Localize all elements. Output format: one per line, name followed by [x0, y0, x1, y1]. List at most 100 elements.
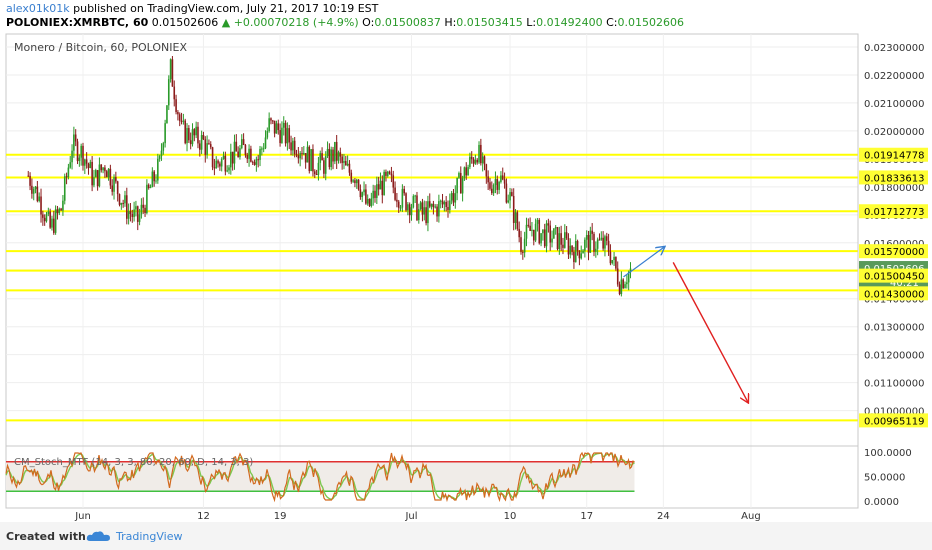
price-candle-body — [164, 123, 166, 144]
price-candle-body — [89, 161, 92, 169]
low-value: 0.01492400 — [536, 16, 603, 29]
price-candle-body — [505, 183, 508, 203]
price-candle-body — [582, 250, 584, 254]
price-candle-body — [228, 167, 230, 171]
price-candle-body — [169, 59, 172, 80]
price-candle-body — [454, 193, 457, 203]
price-candle-body — [213, 167, 216, 169]
price-candle-body — [596, 239, 599, 249]
close-value: 0.01502606 — [617, 16, 684, 29]
price-candle-body — [292, 140, 294, 151]
price-candle-body — [120, 202, 123, 205]
x-tick-label: Jul — [404, 511, 417, 522]
stoch-k-line — [5, 451, 635, 503]
price-candle-body — [458, 173, 460, 178]
price-candle-body — [180, 120, 183, 122]
projection-up-arrow — [623, 247, 665, 278]
price-candle-body — [494, 179, 497, 186]
price-candle-body — [525, 224, 528, 239]
symbol-label: POLONIEX:XMRBTC, 60 — [6, 16, 149, 29]
price-candle-body — [379, 180, 382, 190]
price-candle-body — [85, 159, 88, 164]
price-candle-body — [390, 173, 393, 176]
price-candle-body — [503, 179, 506, 184]
footer: Created with TradingView — [0, 522, 932, 550]
price-candle-body — [616, 268, 619, 285]
stoch-tick-label: 100.0000 — [864, 448, 912, 459]
price-candle-body — [284, 122, 287, 144]
price-candle-body — [104, 167, 106, 172]
price-candle-body — [268, 118, 270, 131]
price-axis[interactable]: 0.02300000 0.02200000 0.02100000 0.02000000… — [859, 43, 928, 428]
up-arrow-icon: ▲ — [221, 16, 231, 29]
time-axis[interactable]: Jun 12 19 Jul 10 17 24 Aug — [74, 511, 761, 522]
price-candle-body — [419, 202, 422, 210]
price-chart[interactable]: 100.0000 50.0000 0.0000 0.02300000 0.022000… — [0, 0, 932, 522]
price-candle-body — [394, 187, 396, 200]
x-tick-label: 19 — [274, 511, 287, 522]
price-candle-body — [266, 130, 269, 138]
price-candle-body — [366, 198, 369, 204]
y-tick-label: 0.02100000 — [864, 99, 924, 110]
price-candle-body — [286, 128, 289, 144]
price-candle-body — [259, 148, 261, 160]
price-candle-body — [593, 233, 595, 252]
price-candle-body — [611, 260, 614, 264]
price-candle-body — [206, 143, 208, 155]
level-label-box — [859, 268, 928, 283]
price-candle-body — [133, 209, 135, 217]
price-candle-body — [251, 161, 254, 163]
price-candle-body — [456, 177, 458, 194]
price-candle-body — [166, 105, 168, 124]
price-candle-body — [418, 209, 420, 221]
price-series — [27, 56, 632, 297]
author-link[interactable]: alex01k01k — [6, 2, 70, 15]
price-candle-body — [171, 59, 174, 87]
price-candle-body — [78, 157, 81, 162]
level-label: 0.01833613 — [864, 173, 924, 184]
price-candle-body — [618, 284, 621, 295]
price-candle-body — [313, 171, 316, 175]
price-candle-body — [580, 253, 583, 259]
price-candle-body — [43, 217, 46, 222]
price-candle-body — [607, 240, 610, 252]
price-candle-body — [385, 171, 387, 176]
price-candle-body — [279, 130, 281, 144]
price-candle-body — [472, 159, 475, 164]
price-candle-body — [542, 229, 544, 234]
price-candle-body — [357, 179, 360, 190]
price-candle-body — [532, 229, 535, 241]
y-tick-label: 0.02300000 — [864, 43, 924, 54]
price-candle-body — [520, 237, 522, 252]
price-candle-body — [186, 128, 188, 144]
price-candle-body — [73, 134, 75, 151]
price-candle-body — [239, 148, 241, 158]
price-candle-body — [478, 144, 480, 163]
price-candle-body — [578, 250, 581, 259]
price-candle-body — [343, 160, 345, 163]
price-candle-body — [604, 236, 606, 249]
price-candle-body — [47, 211, 50, 215]
price-candle-body — [450, 193, 453, 201]
x-tick-label: 10 — [504, 511, 517, 522]
price-candle-body — [436, 206, 438, 217]
tradingview-brand-link[interactable]: TradingView — [116, 530, 183, 543]
price-candle-body — [355, 179, 358, 184]
price-candle-body — [38, 196, 40, 201]
price-candle-body — [74, 134, 77, 142]
price-candle-body — [585, 234, 588, 240]
y-tick-label: 0.01100000 — [864, 379, 924, 390]
price-candle-body — [304, 153, 307, 163]
price-candle-body — [51, 218, 53, 228]
x-tick-label: 12 — [197, 511, 210, 522]
price-candle-body — [217, 160, 219, 164]
price-candle-body — [195, 126, 197, 136]
price-candle-body — [609, 251, 612, 264]
price-candle-body — [427, 201, 429, 224]
price-candle-body — [512, 195, 515, 223]
price-candle-body — [591, 230, 593, 234]
price-candle-body — [49, 211, 51, 228]
price-candle-body — [430, 203, 433, 207]
price-candle-body — [173, 86, 176, 100]
level-label-box — [859, 170, 928, 185]
